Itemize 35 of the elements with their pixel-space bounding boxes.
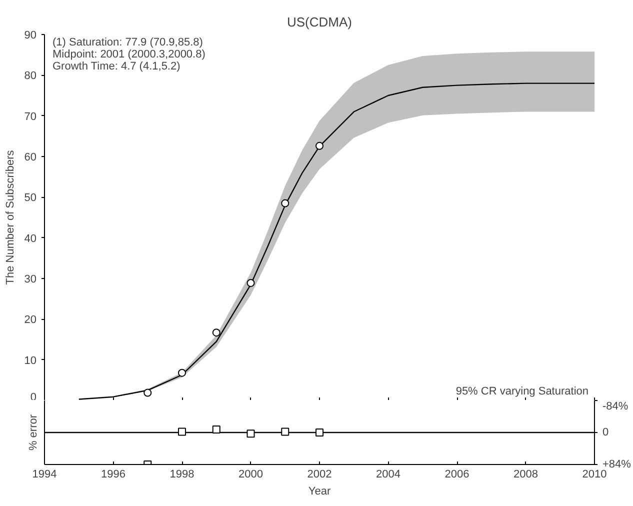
y-tick-label: 80 — [24, 70, 37, 82]
y-axis-title: The Number of Subscribers — [4, 150, 16, 285]
x-tick-label: 1994 — [32, 468, 57, 480]
y-tick-label: 60 — [24, 152, 37, 164]
annotation: Growth Time: 4.7 (4.1,5.2) — [52, 60, 180, 72]
y-axis-title: % error — [28, 414, 40, 451]
point — [281, 199, 290, 208]
y-tick-label: 70 — [24, 110, 37, 123]
point — [212, 328, 220, 337]
x-tick-label: 1996 — [101, 468, 126, 480]
x-tick-label: 1998 — [170, 468, 194, 480]
x-tick-label: 2004 — [376, 468, 400, 480]
y-tick-label: 90 — [24, 30, 37, 42]
x-tick-label: 2006 — [444, 468, 470, 480]
x-tick-label: 2010 — [582, 468, 607, 480]
point — [316, 142, 324, 150]
chart-title: US(CDMA) — [287, 14, 352, 30]
y-tick-label: 30 — [24, 274, 37, 286]
y-tick-label: 10 — [24, 354, 37, 367]
y-tick-label: 0 — [602, 426, 609, 438]
annotation: Midpoint: 2001 (2000.3,2000.8) — [52, 48, 206, 60]
y-tick-label: +84% — [602, 458, 632, 470]
point — [144, 388, 152, 397]
y-tick-label: 20 — [24, 314, 37, 326]
x-axis-title: Year — [308, 486, 331, 498]
x-tick-label: 2008 — [514, 468, 538, 480]
x-tick-label: 2000 — [238, 468, 263, 480]
annotation: 95% CR varying Saturation — [456, 386, 589, 398]
y-tick-label: 50 — [24, 192, 37, 204]
point — [178, 368, 186, 377]
x-tick-label: 2002 — [307, 468, 332, 480]
point — [246, 278, 255, 287]
annotation: (1) Saturation: 77.9 (70.9,85.8) — [52, 36, 203, 48]
y-tick-label: -84% — [602, 400, 628, 412]
y-tick-label: 40 — [24, 232, 37, 245]
